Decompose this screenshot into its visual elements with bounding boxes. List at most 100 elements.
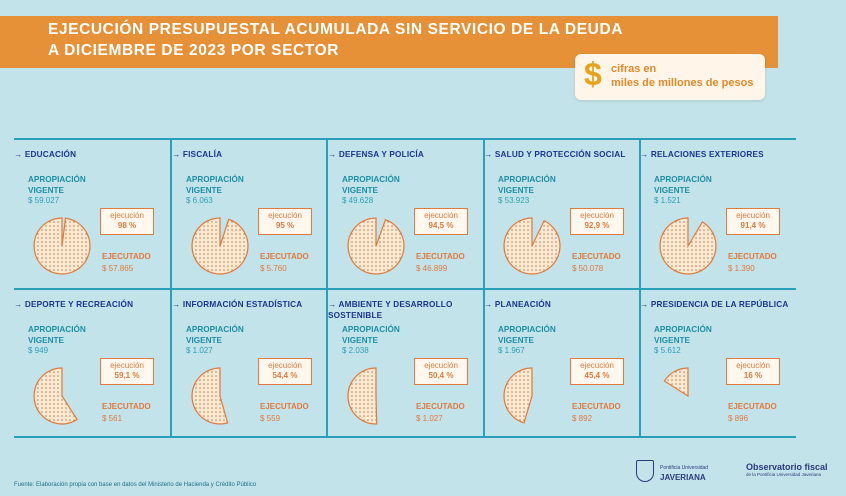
- executed-label: EJECUTADO: [572, 252, 621, 261]
- execution-pie: [503, 367, 533, 424]
- execution-label: ejecución: [268, 211, 302, 220]
- title-line-1: EJECUCIÓN PRESUPUESTAL ACUMULADA SIN SER…: [48, 21, 624, 38]
- execution-box: ejecución 91,4 %: [726, 208, 780, 235]
- execution-box: ejecución 92,9 %: [570, 208, 624, 235]
- appropriation-value: $ 949: [28, 346, 49, 355]
- appropriation-label-1: APROPIACIÓN: [186, 175, 244, 184]
- appropriation-label-1: APROPIACIÓN: [28, 325, 86, 334]
- pie-slice: [191, 217, 249, 275]
- logo1-line-2: JAVERIANA: [660, 473, 706, 482]
- appropriation-label: APROPIACIÓN VIGENTE: [342, 175, 400, 196]
- executed-value: $ 1.390: [728, 264, 755, 273]
- appropriation-value: $ 1.521: [654, 196, 681, 205]
- units-line-1: cifras en: [611, 63, 657, 75]
- execution-label: ejecución: [580, 211, 614, 220]
- execution-percent: 95 %: [275, 221, 295, 230]
- execution-percent: 45,4 %: [584, 371, 610, 380]
- grid-line: [483, 138, 485, 438]
- sector-name: → PLANEACIÓN: [484, 300, 551, 309]
- executed-label: EJECUTADO: [102, 252, 151, 261]
- execution-box: ejecución 54,4 %: [258, 358, 312, 385]
- appropriation-label: APROPIACIÓN VIGENTE: [186, 325, 244, 346]
- appropriation-label-1: APROPIACIÓN: [342, 175, 400, 184]
- appropriation-value: $ 2.038: [342, 346, 369, 355]
- appropriation-label-2: VIGENTE: [186, 185, 222, 195]
- pie-slice: [33, 367, 78, 425]
- sector-name: → FISCALÍA: [172, 150, 223, 159]
- sector-card: → SALUD Y PROTECCIÓN SOCIAL APROPIACIÓN VI…: [484, 138, 640, 288]
- appropriation-label-2: VIGENTE: [186, 335, 222, 345]
- executed-value: $ 892: [572, 414, 593, 423]
- execution-label: ejecución: [580, 361, 614, 370]
- appropriation-value: $ 49.628: [342, 196, 374, 205]
- appropriation-value: $ 1.967: [498, 346, 525, 355]
- executed-label: EJECUTADO: [416, 402, 465, 411]
- appropriation-label-2: VIGENTE: [28, 335, 64, 345]
- execution-pie: [33, 217, 91, 275]
- logo2-subtitle: de la Pontificia Universidad Javeriana: [746, 472, 822, 477]
- crest-icon: [636, 460, 654, 482]
- grid-line: [326, 138, 328, 438]
- sector-card: → PRESIDENCIA DE LA REPÚBLICA APROPIACIÓN…: [640, 288, 796, 438]
- execution-box: ejecución 59,1 %: [100, 358, 154, 385]
- units-line-2: miles de millones de pesos: [611, 77, 754, 89]
- sector-card: → AMBIENTE Y DESARROLLO SOSTENIBLE APROPI…: [328, 288, 484, 438]
- execution-label: ejecución: [268, 361, 302, 370]
- appropriation-label-2: VIGENTE: [498, 335, 534, 345]
- sector-card: → PLANEACIÓN APROPIACIÓN VIGENTE $ 1.967 eje…: [484, 288, 640, 438]
- sector-card: → DEPORTE Y RECREACIÓN APROPIACIÓN VIGENTE…: [14, 288, 170, 438]
- execution-box: ejecución 98 %: [100, 208, 154, 235]
- grid-line: [639, 138, 641, 438]
- appropriation-label: APROPIACIÓN VIGENTE: [186, 175, 244, 196]
- executed-value: $ 896: [728, 414, 749, 423]
- sector-card: → DEFENSA Y POLICÍA APROPIACIÓN VIGENTE $ 4…: [328, 138, 484, 288]
- execution-label: ejecución: [424, 361, 458, 370]
- appropriation-label-2: VIGENTE: [342, 185, 378, 195]
- appropriation-label: APROPIACIÓN VIGENTE: [28, 175, 86, 196]
- source-note: Fuente: Elaboración propia con base en d…: [14, 482, 257, 488]
- executed-value: $ 559: [260, 414, 281, 423]
- grid-line: [14, 138, 796, 140]
- appropriation-label-2: VIGENTE: [654, 185, 690, 195]
- executed-label: EJECUTADO: [572, 402, 621, 411]
- appropriation-label: APROPIACIÓN VIGENTE: [28, 325, 86, 346]
- appropriation-value: $ 5.612: [654, 346, 681, 355]
- appropriation-label: APROPIACIÓN VIGENTE: [342, 325, 400, 346]
- grid-line: [170, 138, 172, 438]
- executed-label: EJECUTADO: [260, 402, 309, 411]
- sector-card: → INFORMACIÓN ESTADÍSTICA APROPIACIÓN VIGE…: [172, 288, 328, 438]
- sector-card: → RELACIONES EXTERIORES APROPIACIÓN VIGENT…: [640, 138, 796, 288]
- units-text: cifras en miles de millones de pesos: [611, 62, 753, 90]
- observatorio-logo: Observatorio fiscal de la Pontificia Uni…: [746, 462, 828, 478]
- execution-box: ejecución 45,4 %: [570, 358, 624, 385]
- appropriation-label: APROPIACIÓN VIGENTE: [654, 175, 712, 196]
- appropriation-label-2: VIGENTE: [654, 335, 690, 345]
- sector-card: → FISCALÍA APROPIACIÓN VIGENTE $ 6.063 ejecu…: [172, 138, 328, 288]
- logo2-title: Observatorio fiscal: [746, 462, 828, 472]
- appropriation-value: $ 6.063: [186, 196, 213, 205]
- executed-value: $ 1.027: [416, 414, 443, 423]
- sector-name: → DEPORTE Y RECREACIÓN: [14, 300, 134, 309]
- appropriation-label-1: APROPIACIÓN: [498, 325, 556, 334]
- appropriation-label-1: APROPIACIÓN: [498, 175, 556, 184]
- execution-pie: [33, 367, 78, 425]
- pie-slice: [191, 367, 229, 425]
- execution-percent: 91,4 %: [740, 221, 766, 230]
- appropriation-label-1: APROPIACIÓN: [342, 325, 400, 334]
- executed-value: $ 50.078: [572, 264, 604, 273]
- execution-pie: [659, 217, 717, 275]
- executed-label: EJECUTADO: [102, 402, 151, 411]
- pie-slice: [347, 367, 378, 425]
- appropriation-label-2: VIGENTE: [342, 335, 378, 345]
- appropriation-label: APROPIACIÓN VIGENTE: [654, 325, 712, 346]
- sector-grid: [14, 138, 796, 438]
- pie-slice: [33, 217, 91, 275]
- execution-label: ejecución: [110, 361, 144, 370]
- grid-line: [14, 288, 796, 290]
- title-line-2: A DICIEMBRE DE 2023 POR SECTOR: [48, 42, 340, 59]
- appropriation-label: APROPIACIÓN VIGENTE: [498, 325, 556, 346]
- appropriation-label-1: APROPIACIÓN: [186, 325, 244, 334]
- execution-label: ejecución: [424, 211, 458, 220]
- sector-name: → DEFENSA Y POLICÍA: [328, 150, 425, 159]
- execution-label: ejecución: [736, 211, 770, 220]
